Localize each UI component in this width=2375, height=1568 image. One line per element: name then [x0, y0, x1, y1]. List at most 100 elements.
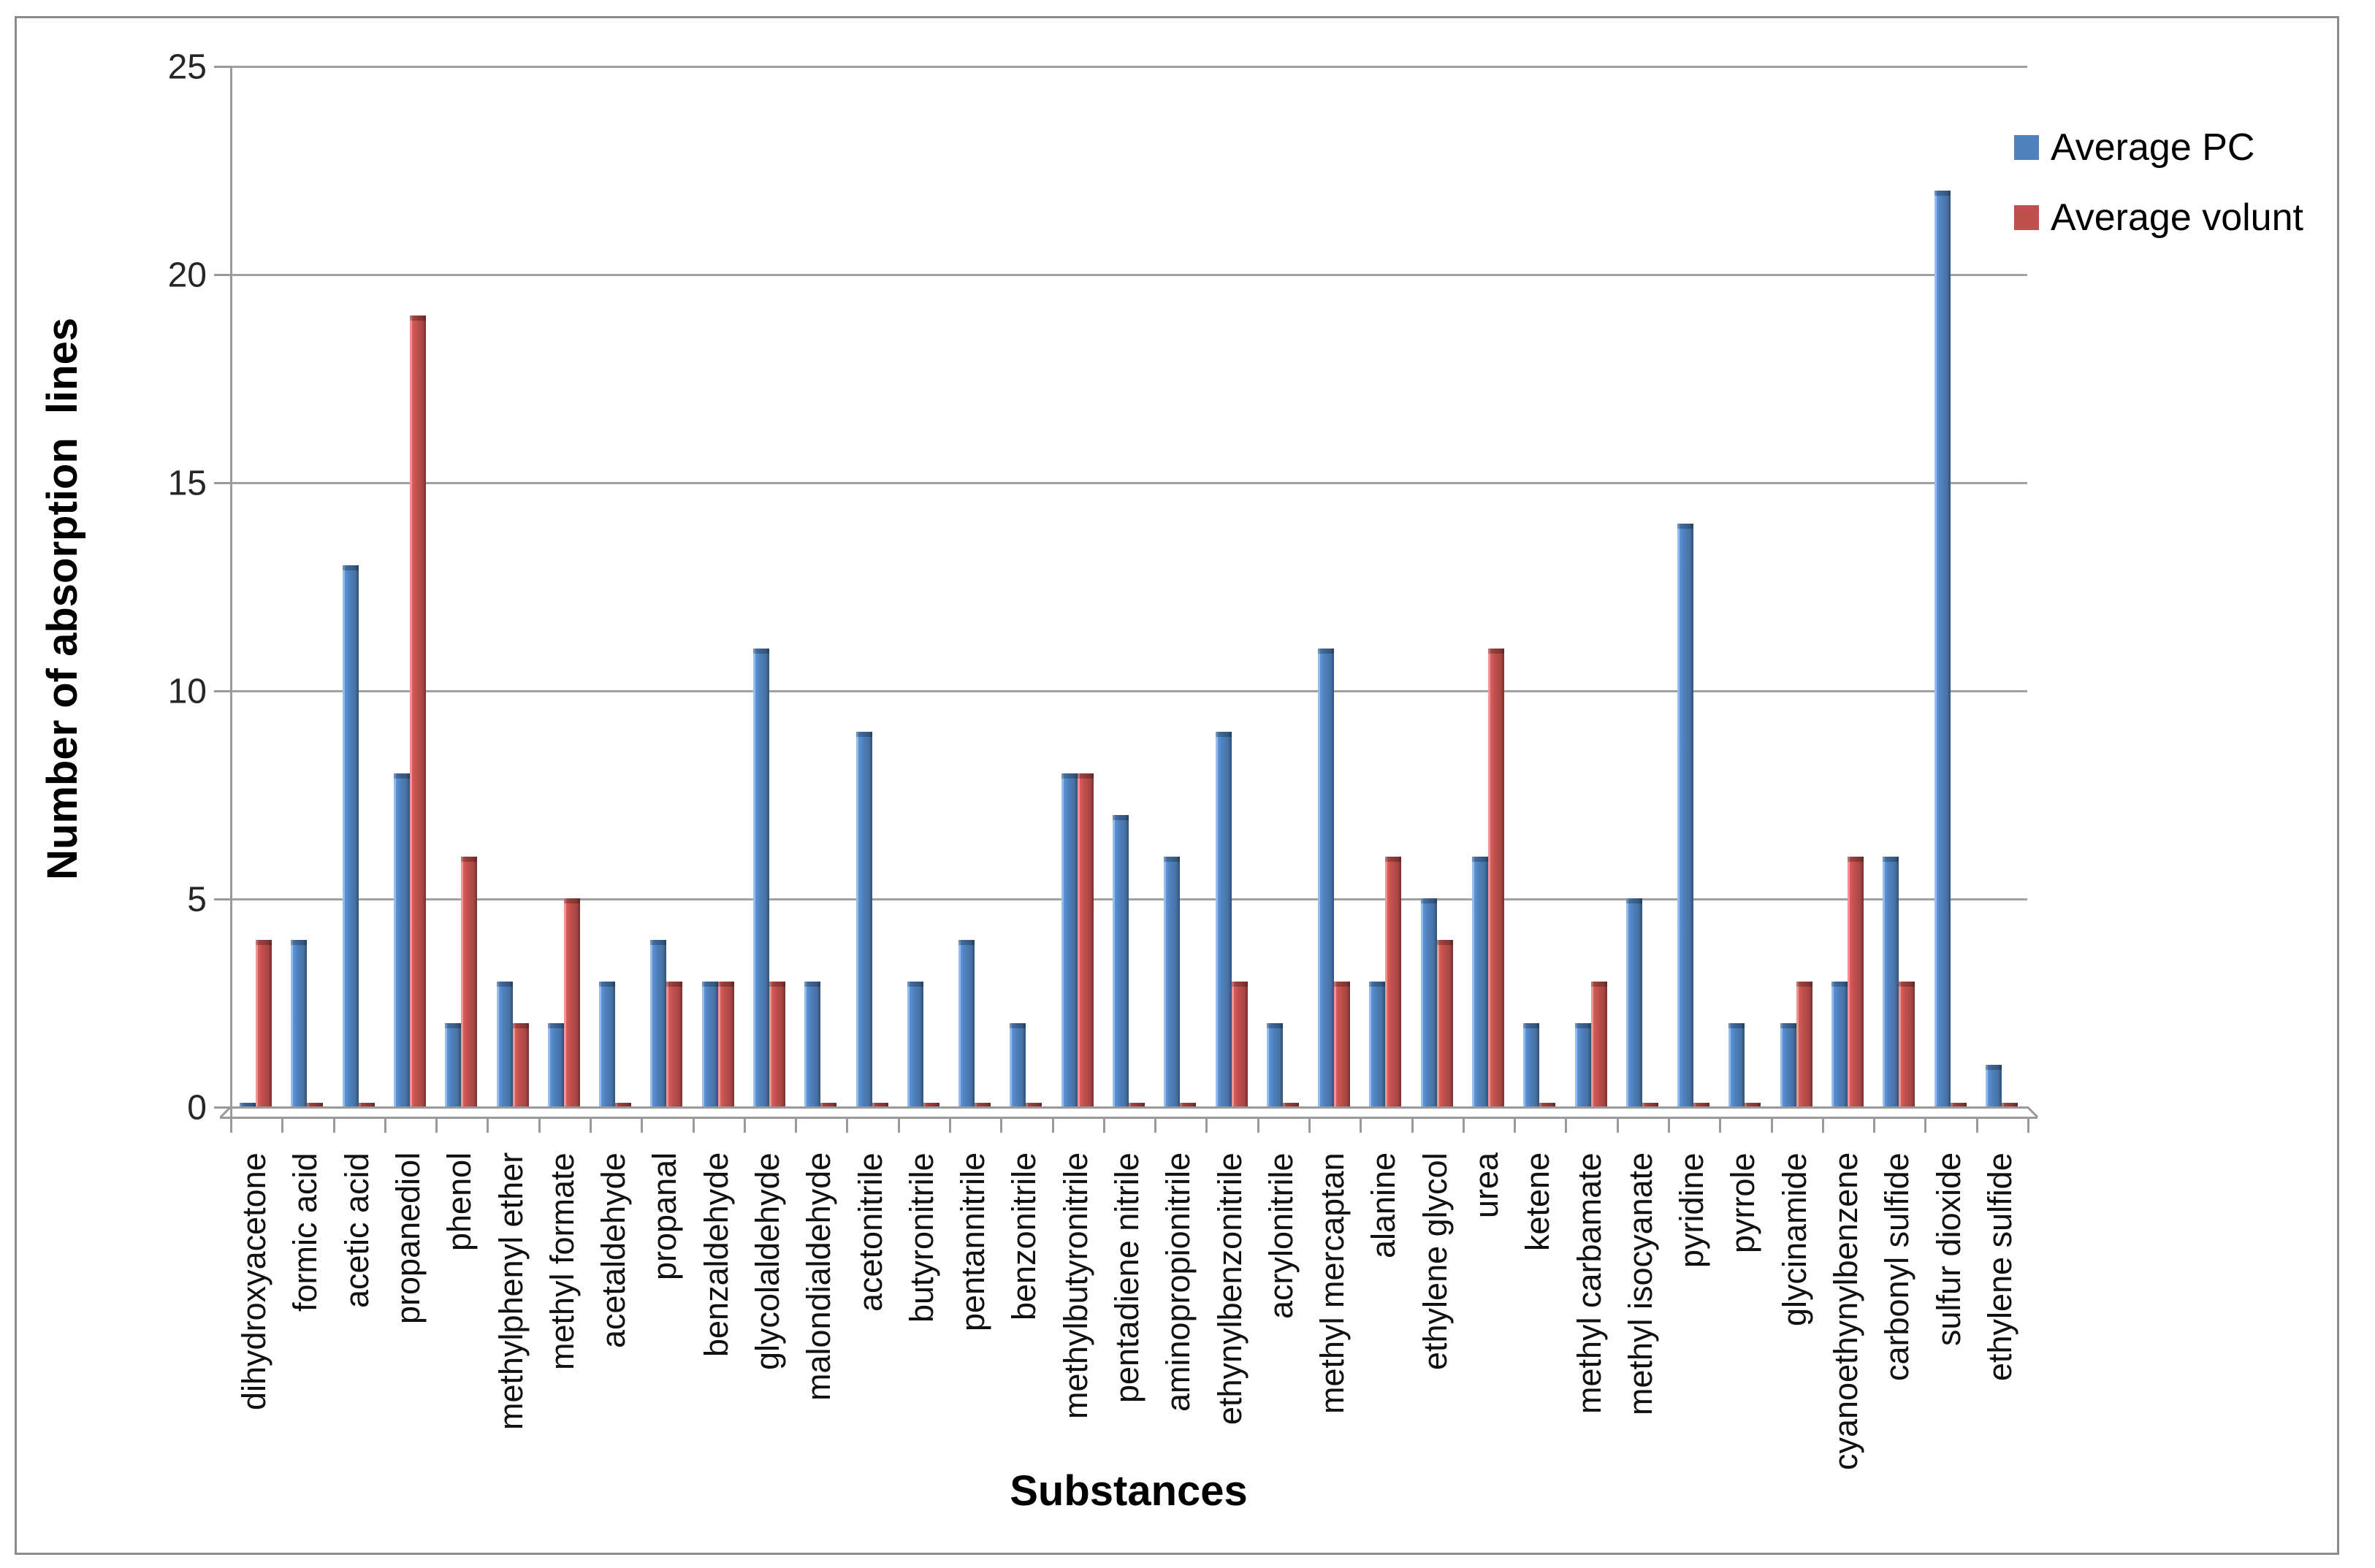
- bar-average-volunt: [1488, 649, 1504, 1106]
- x-tick: [949, 1118, 951, 1133]
- gridline: [230, 690, 2027, 692]
- bar-average-pc: [701, 982, 718, 1106]
- bar-average-volunt: [1796, 982, 1812, 1106]
- x-tick: [1308, 1118, 1311, 1133]
- x-tick: [281, 1118, 284, 1133]
- bar-average-pc: [1215, 732, 1232, 1106]
- bar-average-volunt: [666, 982, 683, 1106]
- y-tick: [214, 898, 230, 900]
- y-tick-label: 15: [167, 464, 207, 503]
- x-tick: [1514, 1118, 1517, 1133]
- bar-average-pc: [1266, 1023, 1283, 1106]
- bar-average-pc: [1523, 1023, 1540, 1106]
- bar-average-volunt: [1026, 1103, 1042, 1106]
- x-tick: [1924, 1118, 1927, 1133]
- y-tick: [214, 66, 230, 68]
- bar-average-volunt: [512, 1023, 529, 1106]
- x-tick: [1257, 1118, 1259, 1133]
- x-tick: [1616, 1118, 1619, 1133]
- bar-average-pc: [599, 982, 616, 1106]
- x-tick: [1360, 1118, 1362, 1133]
- y-tick: [214, 1106, 230, 1109]
- x-tick: [743, 1118, 746, 1133]
- bar-average-volunt: [256, 940, 272, 1106]
- y-axis-line: [230, 66, 232, 1117]
- bar-average-pc: [342, 565, 359, 1106]
- bar-average-pc: [753, 649, 769, 1106]
- x-tick: [1205, 1118, 1208, 1133]
- x-tick: [590, 1118, 592, 1133]
- bar-average-volunt: [563, 898, 580, 1106]
- bar-average-volunt: [1950, 1103, 1967, 1106]
- x-tick: [1154, 1118, 1157, 1133]
- bar-average-pc: [1318, 649, 1335, 1106]
- bar-average-pc: [1985, 1065, 2002, 1106]
- bar-average-pc: [1780, 1023, 1796, 1106]
- bar-average-volunt: [1848, 857, 1864, 1106]
- x-tick: [1565, 1118, 1568, 1133]
- x-tick: [538, 1118, 541, 1133]
- bar-average-volunt: [1231, 982, 1248, 1106]
- bar-average-volunt: [1899, 982, 1915, 1106]
- x-tick: [897, 1118, 900, 1133]
- x-tick: [487, 1118, 489, 1133]
- y-tick: [214, 274, 230, 276]
- bar-average-volunt: [615, 1103, 632, 1106]
- x-tick: [1102, 1118, 1105, 1133]
- x-tick: [846, 1118, 849, 1133]
- legend-item-average-volunt: Average volunt: [2014, 196, 2303, 240]
- y-tick-label: 25: [167, 47, 207, 87]
- x-tick: [1719, 1118, 1722, 1133]
- bar-average-volunt: [1745, 1103, 1761, 1106]
- x-tick: [1051, 1118, 1054, 1133]
- legend-swatch-average-volunt: [2014, 205, 2039, 230]
- y-tick: [214, 482, 230, 484]
- bar-average-pc: [547, 1023, 564, 1106]
- bar-average-volunt: [1282, 1103, 1299, 1106]
- bar-average-pc: [445, 1023, 462, 1106]
- x-tick: [332, 1118, 335, 1133]
- bar-average-volunt: [820, 1103, 837, 1106]
- bar-average-pc: [1010, 1023, 1026, 1106]
- bar-average-pc: [1934, 191, 1951, 1106]
- bar-average-pc: [804, 982, 821, 1106]
- bar-average-volunt: [2001, 1103, 2018, 1106]
- x-tick: [1770, 1118, 1773, 1133]
- x-tick: [1000, 1118, 1003, 1133]
- x-tick: [1462, 1118, 1465, 1133]
- bar-average-volunt: [1129, 1103, 1145, 1106]
- bar-average-pc: [855, 732, 872, 1106]
- y-tick: [214, 690, 230, 692]
- x-tick: [795, 1118, 798, 1133]
- gridline: [230, 898, 2027, 900]
- y-tick-label: 0: [187, 1088, 207, 1128]
- x-tick: [1821, 1118, 1824, 1133]
- bar-average-volunt: [1385, 857, 1402, 1106]
- bar-average-volunt: [1180, 1103, 1197, 1106]
- bar-average-pc: [496, 982, 513, 1106]
- y-tick-label: 5: [187, 880, 207, 919]
- gridline: [230, 482, 2027, 484]
- bar-average-volunt: [717, 982, 734, 1106]
- x-tick: [1411, 1118, 1414, 1133]
- x-axis-title: Substances: [1010, 1467, 1248, 1515]
- legend-swatch-average-pc: [2014, 135, 2039, 160]
- y-tick-label: 10: [167, 672, 207, 711]
- x-tick: [384, 1118, 386, 1133]
- bar-average-pc: [1369, 982, 1386, 1106]
- bar-average-pc: [1883, 857, 1899, 1106]
- bar-average-volunt: [769, 982, 785, 1106]
- bar-average-pc: [1420, 898, 1437, 1106]
- gridline: [230, 66, 2027, 68]
- bar-average-volunt: [1077, 773, 1094, 1106]
- bar-average-pc: [650, 940, 667, 1106]
- gridline: [230, 274, 2027, 276]
- bar-average-pc: [291, 940, 308, 1106]
- bar-average-pc: [907, 982, 923, 1106]
- bar-average-volunt: [1590, 982, 1607, 1106]
- bar-average-volunt: [358, 1103, 375, 1106]
- legend-item-average-pc: Average PC: [2014, 126, 2303, 169]
- bar-average-volunt: [1334, 982, 1351, 1106]
- x-tick: [1873, 1118, 1876, 1133]
